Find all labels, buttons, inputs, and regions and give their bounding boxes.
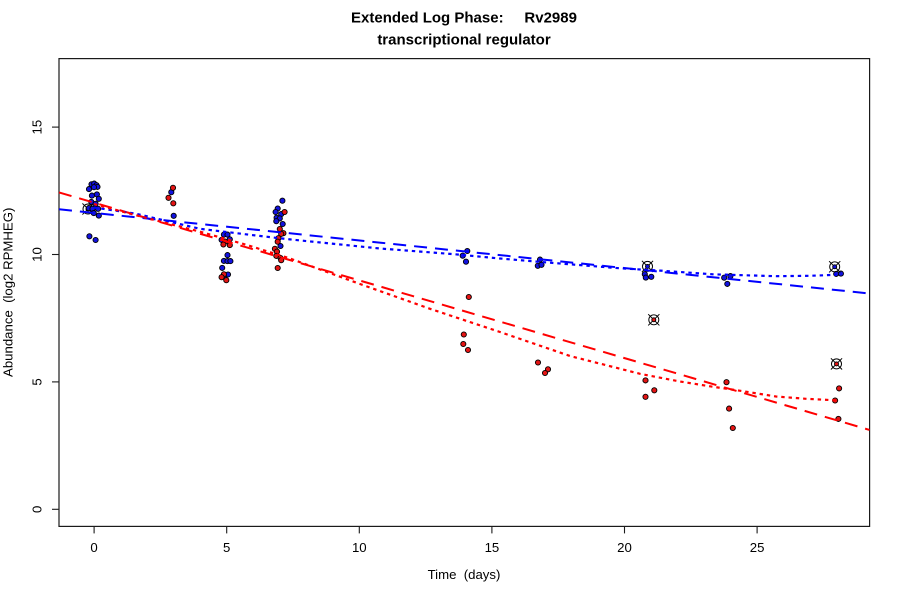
svg-text:10: 10 <box>352 540 367 555</box>
svg-text:transcriptional regulator: transcriptional regulator <box>377 32 551 49</box>
svg-text:0: 0 <box>90 540 97 555</box>
svg-text:5: 5 <box>223 540 230 555</box>
svg-text:10: 10 <box>30 247 45 262</box>
svg-text:25: 25 <box>750 540 765 555</box>
svg-text:0: 0 <box>30 506 45 513</box>
svg-text:5: 5 <box>30 378 45 385</box>
svg-text:Abundance (log2 RPMHEG): Abundance (log2 RPMHEG) <box>1 208 16 377</box>
svg-text:Extended Log Phase: Rv2989: Extended Log Phase: Rv2989 <box>351 9 577 26</box>
svg-text:20: 20 <box>617 540 632 555</box>
svg-text:Time (days): Time (days) <box>428 567 501 582</box>
svg-text:15: 15 <box>485 540 500 555</box>
svg-text:15: 15 <box>30 120 45 135</box>
